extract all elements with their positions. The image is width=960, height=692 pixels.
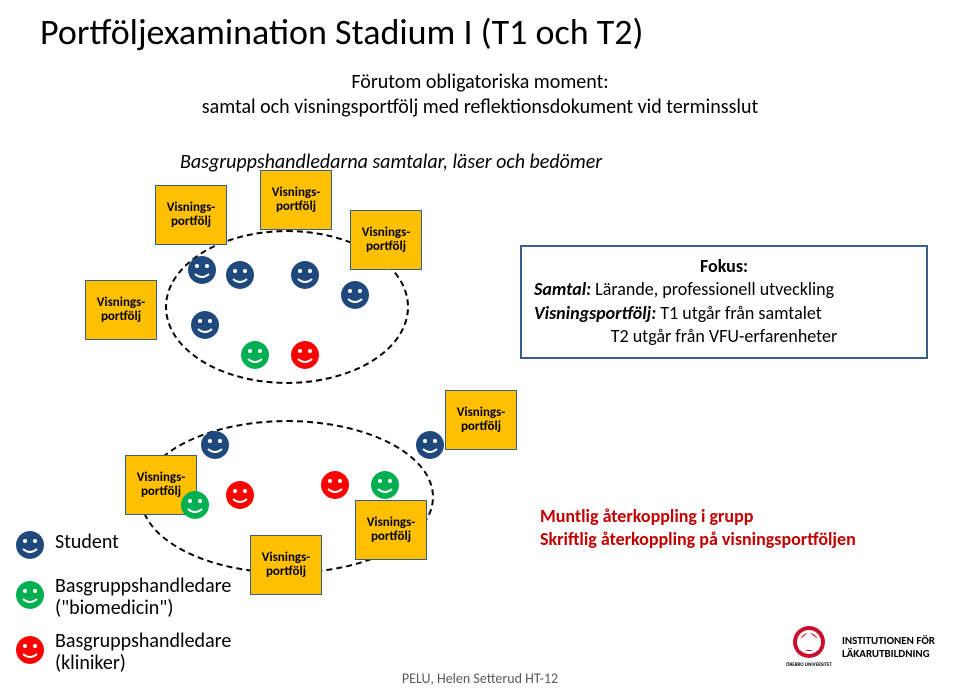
fokus-box: Fokus: Samtal: Lärande, professionell ut… bbox=[520, 245, 928, 359]
smile-student bbox=[187, 255, 217, 285]
portfolio-box: Visnings-portfölj bbox=[355, 500, 427, 560]
fokus-title: Fokus: bbox=[534, 255, 914, 278]
feedback-text: Muntlig återkoppling i grupp Skriftlig å… bbox=[540, 505, 856, 552]
subtitle: Förutom obligatoriska moment: samtal och… bbox=[0, 70, 960, 120]
smile-student bbox=[200, 430, 230, 460]
smile-kliniker bbox=[225, 480, 255, 510]
portfolio-box: Visnings-portfölj bbox=[445, 390, 517, 450]
smile-student bbox=[290, 260, 320, 290]
portfolio-box: Visnings-portfölj bbox=[155, 185, 227, 245]
smile-student bbox=[415, 430, 445, 460]
subtitle-line2: samtal och visningsportfölj med reflekti… bbox=[202, 95, 758, 119]
page-title: Portföljexamination Stadium I (T1 och T2… bbox=[40, 10, 643, 54]
legend-student-icon bbox=[15, 530, 45, 560]
fokus-line2: Visningsportfölj: T1 utgår från samtalet bbox=[534, 302, 914, 325]
portfolio-box: Visnings-portfölj bbox=[350, 210, 422, 270]
portfolio-box: Visnings-portfölj bbox=[260, 170, 332, 230]
smile-student bbox=[190, 310, 220, 340]
fokus-line1: Samtal: Lärande, professionell utvecklin… bbox=[534, 278, 914, 301]
portfolio-box: Visnings-portfölj bbox=[85, 280, 157, 340]
smile-bio bbox=[180, 490, 210, 520]
legend-bio-icon bbox=[15, 580, 45, 610]
orebro-universitet-logo-icon: ÖREBRO UNIVERSITET bbox=[784, 622, 834, 672]
legend-student: Student bbox=[55, 530, 119, 554]
footer: PELU, Helen Setterud HT-12 bbox=[0, 670, 960, 687]
institute-text: INSTITUTIONEN FÖR LÄKARUTBILDNING bbox=[842, 634, 935, 660]
smile-student bbox=[340, 280, 370, 310]
legend-kliniker-icon bbox=[15, 635, 45, 665]
smile-student bbox=[225, 260, 255, 290]
svg-text:ÖREBRO UNIVERSITET: ÖREBRO UNIVERSITET bbox=[786, 661, 832, 668]
smile-bio bbox=[370, 470, 400, 500]
smile-kliniker bbox=[290, 340, 320, 370]
portfolio-box: Visnings-portfölj bbox=[250, 535, 322, 595]
smile-kliniker bbox=[320, 470, 350, 500]
legend-bio: Basgruppshandledare ("biomedicin") bbox=[55, 575, 255, 619]
basgrupp-caption: Basgruppshandledarna samtalar, läser och… bbox=[180, 150, 602, 174]
smile-bio bbox=[240, 340, 270, 370]
feedback-line2: Skriftlig återkoppling på visningsportfö… bbox=[540, 528, 856, 551]
legend-kliniker: Basgruppshandledare (kliniker) bbox=[55, 630, 255, 674]
feedback-line1: Muntlig återkoppling i grupp bbox=[540, 505, 856, 528]
org-logo: ÖREBRO UNIVERSITET INSTITUTIONEN FÖR LÄK… bbox=[784, 622, 935, 672]
fokus-line3: T2 utgår från VFU-erfarenheter bbox=[534, 325, 914, 348]
subtitle-line1: Förutom obligatoriska moment: bbox=[351, 70, 608, 94]
